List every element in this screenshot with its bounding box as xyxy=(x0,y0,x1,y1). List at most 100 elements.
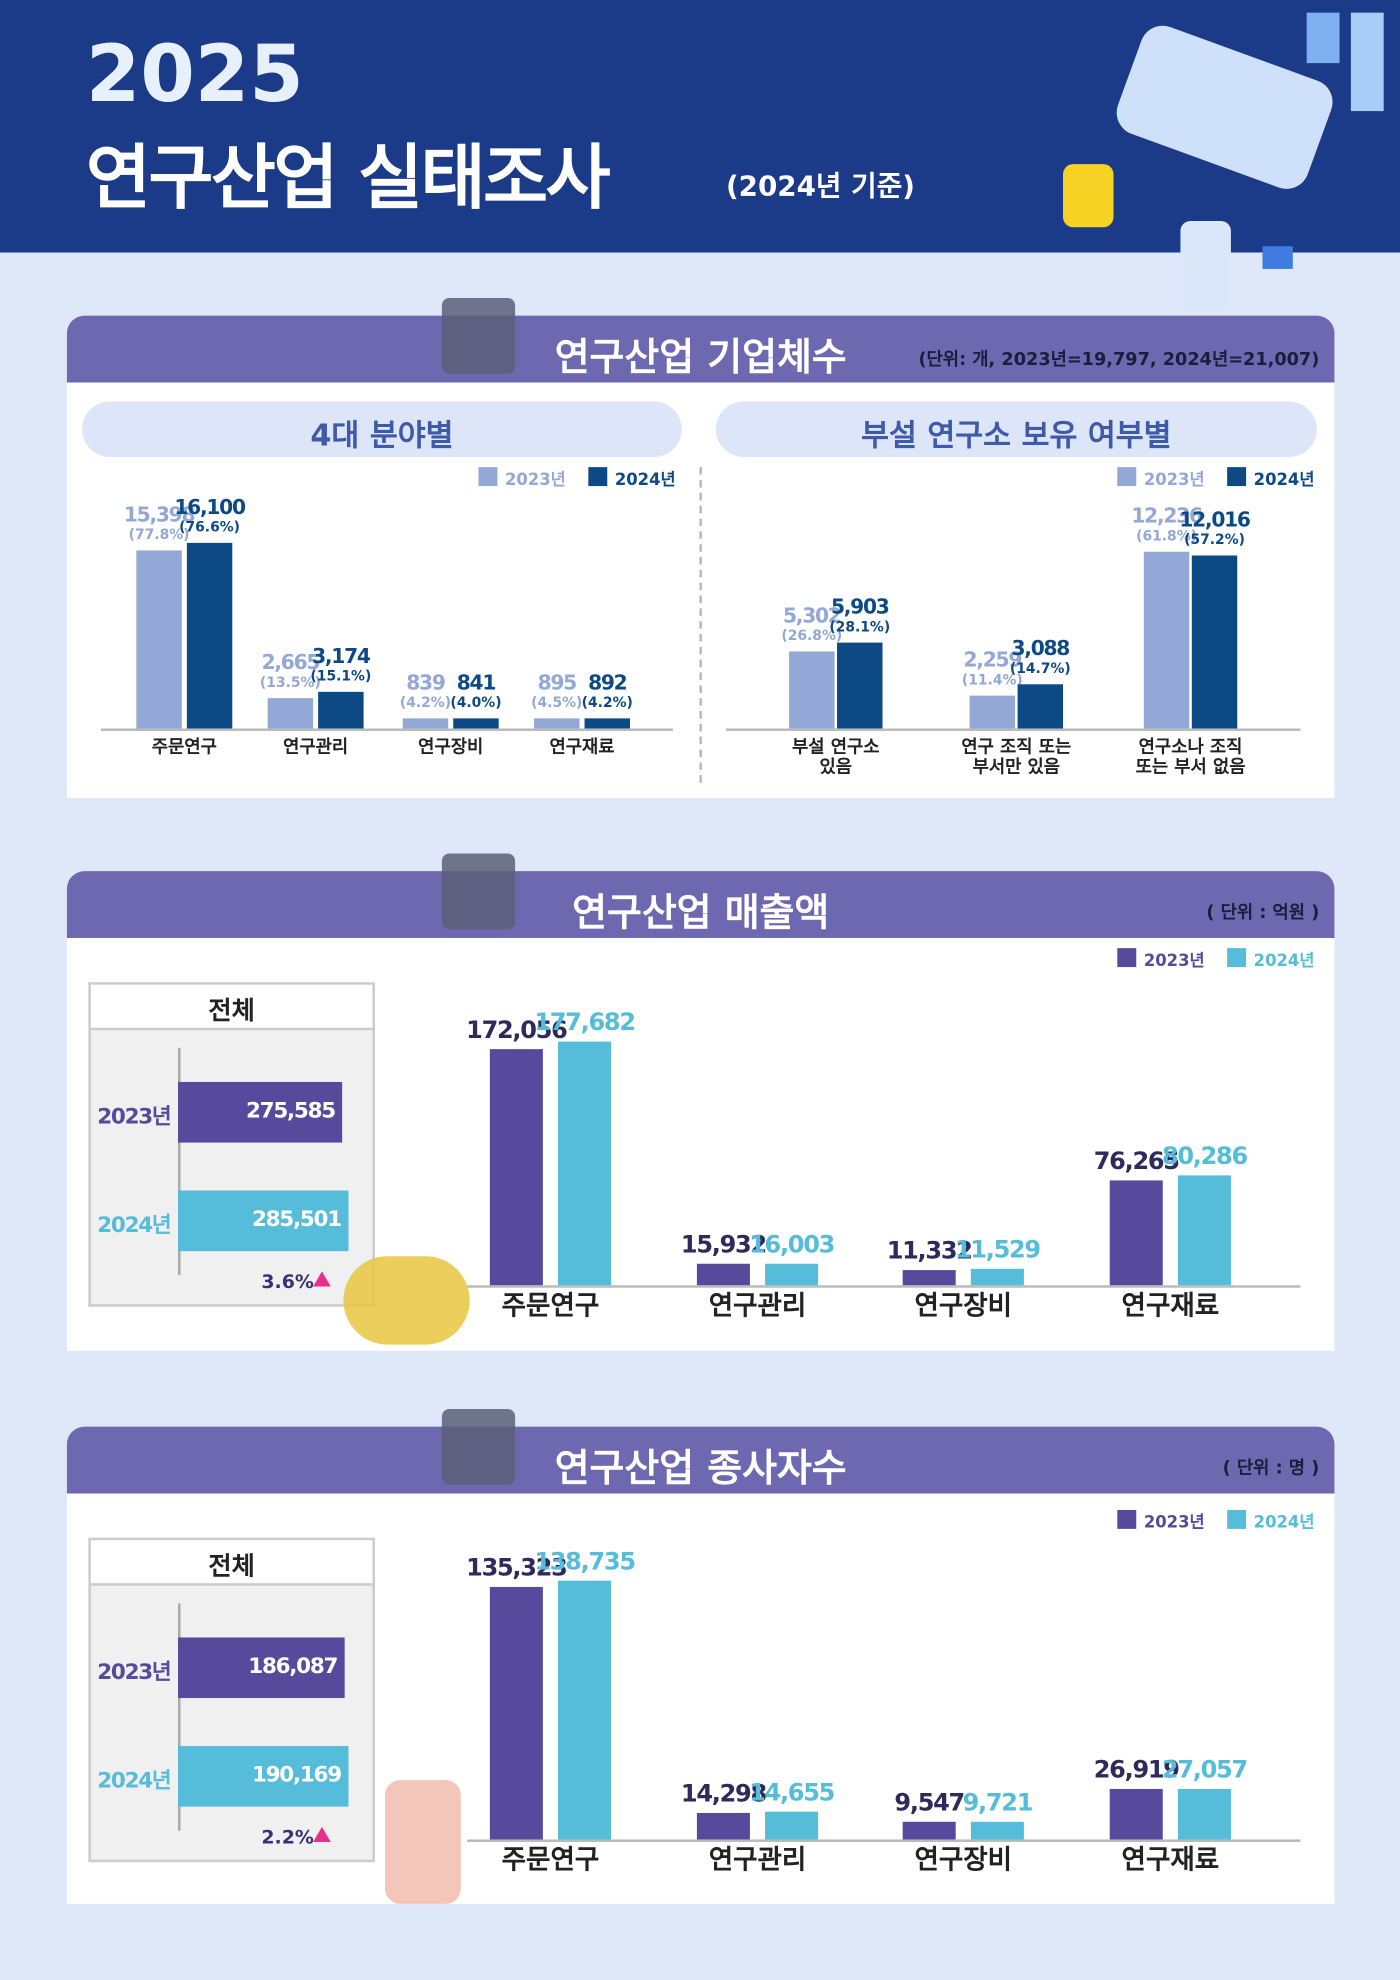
share-label: (15.1%) xyxy=(310,667,372,685)
share-label: (76.6%) xyxy=(179,518,241,536)
value-label: 186,087 xyxy=(248,1653,338,1680)
bar xyxy=(969,695,1016,729)
total-box xyxy=(88,1537,375,1863)
legend-swatch xyxy=(1227,1509,1247,1529)
baseline xyxy=(178,1047,181,1276)
legend-swatch xyxy=(1117,1509,1137,1529)
value-label: 275,585 xyxy=(246,1098,336,1124)
y-tick-label: 2024년 xyxy=(97,1213,171,1239)
value-label: 12,016 xyxy=(1179,506,1251,531)
legend-label: 2023년 xyxy=(1143,1513,1205,1533)
share-label: (13.5%) xyxy=(259,673,321,691)
bar xyxy=(1191,554,1238,729)
legend-swatch xyxy=(588,467,608,487)
bar xyxy=(558,1041,612,1286)
section-title: 연구산업 종사자수 xyxy=(554,1446,847,1492)
legend-swatch xyxy=(1227,467,1247,487)
legend-swatch xyxy=(1227,948,1247,968)
total-box xyxy=(88,982,375,1307)
x-tick-label: 연구관리 xyxy=(708,1290,807,1321)
x-tick-label: 연구재료 xyxy=(1121,1290,1220,1321)
section-icon xyxy=(441,853,516,930)
change-label: 3.6% xyxy=(261,1270,314,1293)
section-icon xyxy=(441,1408,516,1485)
share-label: (4.2%) xyxy=(581,694,633,711)
decor-person xyxy=(1063,164,1114,228)
value-label: 16,100 xyxy=(174,494,246,519)
legend-swatch xyxy=(1117,948,1137,968)
header-year: 2025 xyxy=(85,27,304,120)
x-tick-label: 연구소나 조직 또는 부서 없음 xyxy=(1135,737,1246,778)
value-label: 172,056 xyxy=(466,1016,568,1045)
x-tick-label: 연구장비 xyxy=(914,1290,1013,1321)
bar xyxy=(970,1821,1024,1840)
bar xyxy=(186,542,233,729)
x-tick-label: 연구장비 xyxy=(914,1844,1013,1875)
decor-people xyxy=(385,1780,461,1904)
value-label: 14,298 xyxy=(680,1779,767,1808)
value-label: 285,501 xyxy=(251,1206,342,1233)
decor-cube xyxy=(1262,246,1293,269)
share-label: (26.8%) xyxy=(781,627,843,645)
x-tick-label: 연구 조직 또는 부서만 있음 xyxy=(961,737,1072,778)
value-label: 14,655 xyxy=(749,1779,835,1808)
section-title: 연구산업 매출액 xyxy=(572,891,830,936)
bar xyxy=(1017,683,1064,729)
x-tick-label: 주문연구 xyxy=(501,1844,600,1875)
bar xyxy=(136,550,182,729)
value-label: 3,174 xyxy=(312,643,371,668)
bar xyxy=(837,643,883,729)
section-header xyxy=(66,871,1335,939)
value-label: 841 xyxy=(456,670,497,695)
bar xyxy=(765,1263,819,1286)
value-label: 839 xyxy=(406,670,446,695)
baseline xyxy=(101,728,673,731)
value-label: 11,332 xyxy=(886,1236,973,1265)
value-label: 895 xyxy=(537,670,578,695)
total-title: 전체 xyxy=(208,1550,255,1581)
bar xyxy=(765,1812,819,1840)
share-label: (11.4%) xyxy=(961,671,1023,689)
x-tick-label: 연구재료 xyxy=(549,737,615,758)
up-arrow xyxy=(313,1271,331,1287)
section-unit: (단위: 개, 2023년=19,797, 2024년=21,007) xyxy=(918,349,1320,370)
baseline xyxy=(178,1603,181,1831)
bar xyxy=(1109,1789,1163,1840)
value-label: 16,003 xyxy=(749,1230,835,1259)
decor-person xyxy=(1180,220,1231,310)
baseline xyxy=(725,728,1301,731)
share-label: (4.5%) xyxy=(531,694,583,711)
section-header xyxy=(66,1426,1335,1494)
bar xyxy=(489,1049,543,1286)
panel-pill xyxy=(82,401,682,458)
value-label: 26,919 xyxy=(1093,1756,1180,1785)
bar xyxy=(178,1190,349,1252)
bar xyxy=(453,718,499,729)
section-title: 연구산업 기업체수 xyxy=(554,335,847,381)
bar xyxy=(267,697,314,729)
total-title: 전체 xyxy=(208,994,255,1026)
value-label: 2,259 xyxy=(963,647,1023,672)
decor-cube xyxy=(1350,12,1384,112)
bar xyxy=(902,1269,956,1286)
legend-label: 2024년 xyxy=(1253,951,1315,971)
bar xyxy=(1109,1180,1163,1286)
panel-pill xyxy=(715,401,1317,458)
value-label: 5,903 xyxy=(830,595,890,620)
decor-cube xyxy=(1306,12,1340,64)
bar xyxy=(489,1587,543,1840)
value-label: 9,547 xyxy=(894,1788,965,1817)
value-label: 138,735 xyxy=(534,1547,636,1576)
value-label: 27,057 xyxy=(1161,1756,1248,1784)
value-label: 12,236 xyxy=(1131,503,1203,528)
bar xyxy=(534,718,580,729)
value-label: 892 xyxy=(588,670,628,695)
panel-title: 부설 연구소 보유 여부별 xyxy=(861,417,1172,454)
x-tick-label: 연구장비 xyxy=(418,737,484,758)
value-label: 2,665 xyxy=(261,649,321,674)
panel-title: 4대 분야별 xyxy=(310,417,454,454)
total-box-head xyxy=(90,1540,373,1586)
bar xyxy=(1143,551,1190,729)
value-label: 135,323 xyxy=(466,1554,568,1582)
